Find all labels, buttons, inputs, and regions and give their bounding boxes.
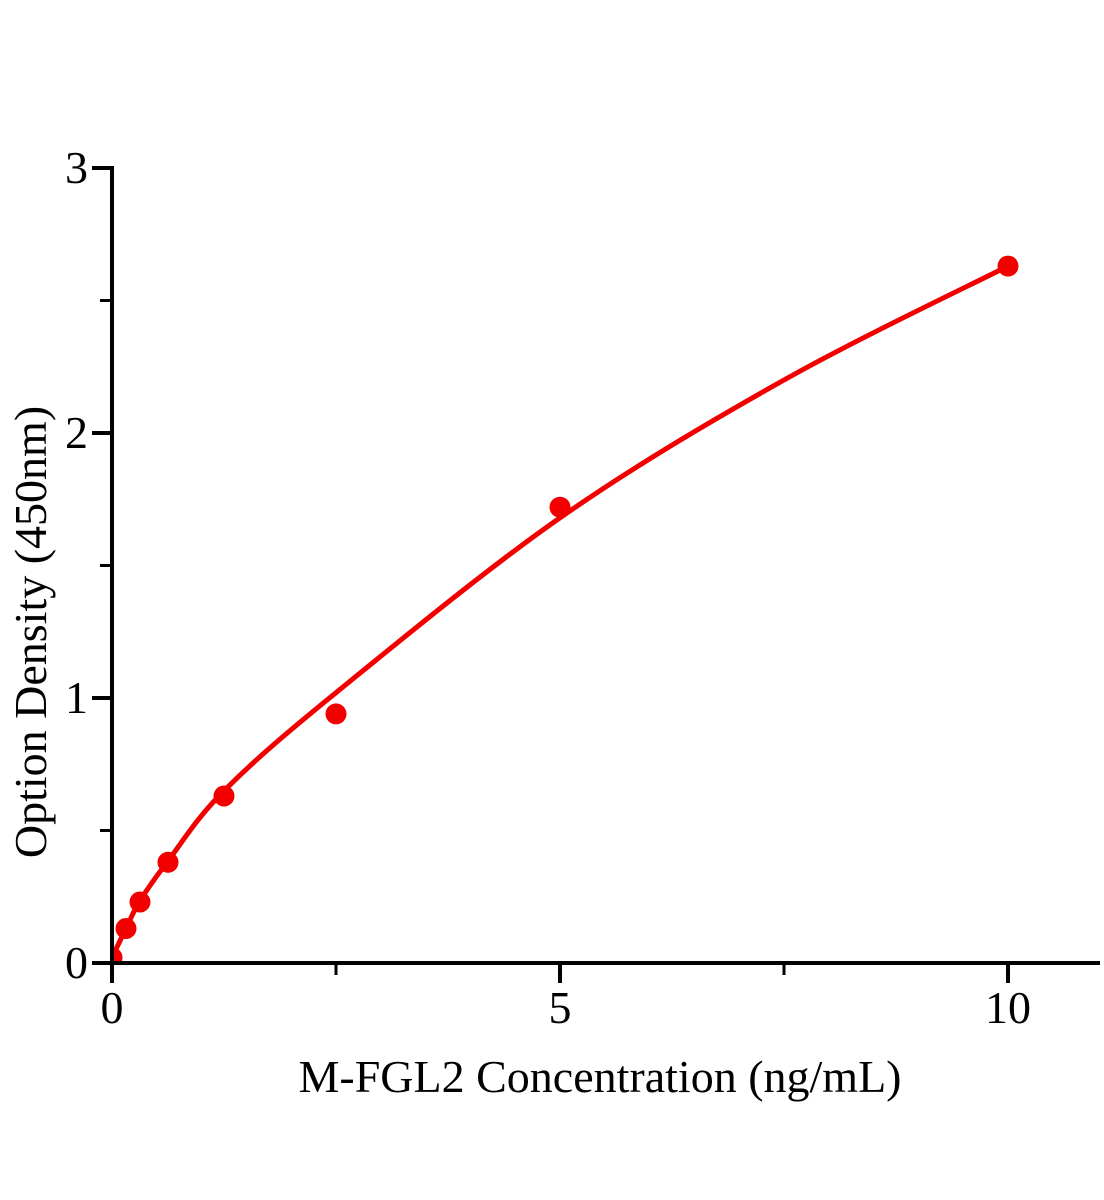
x-tick-label: 0 [101,982,124,1033]
data-point [115,918,137,939]
y-tick-label: 3 [65,142,88,193]
data-point [114,947,123,961]
data-point [213,785,235,807]
data-point [325,703,347,725]
fit-curve [114,263,1010,959]
plot-area: 0 5 10 0 1 2 3 [65,142,1100,1033]
x-tick-label: 5 [549,982,572,1033]
y-axis-title: Option Density (450nm) [5,406,56,858]
data-point [997,255,1019,277]
data-point [129,891,151,913]
y-tick-label: 2 [65,407,88,458]
data-point [549,496,571,518]
y-tick-label: 0 [65,937,88,988]
x-tick-label: 10 [985,982,1031,1033]
data-point [157,851,179,873]
y-tick-label: 1 [65,672,88,723]
x-axis-title: M-FGL2 Concentration (ng/mL) [298,1051,901,1102]
